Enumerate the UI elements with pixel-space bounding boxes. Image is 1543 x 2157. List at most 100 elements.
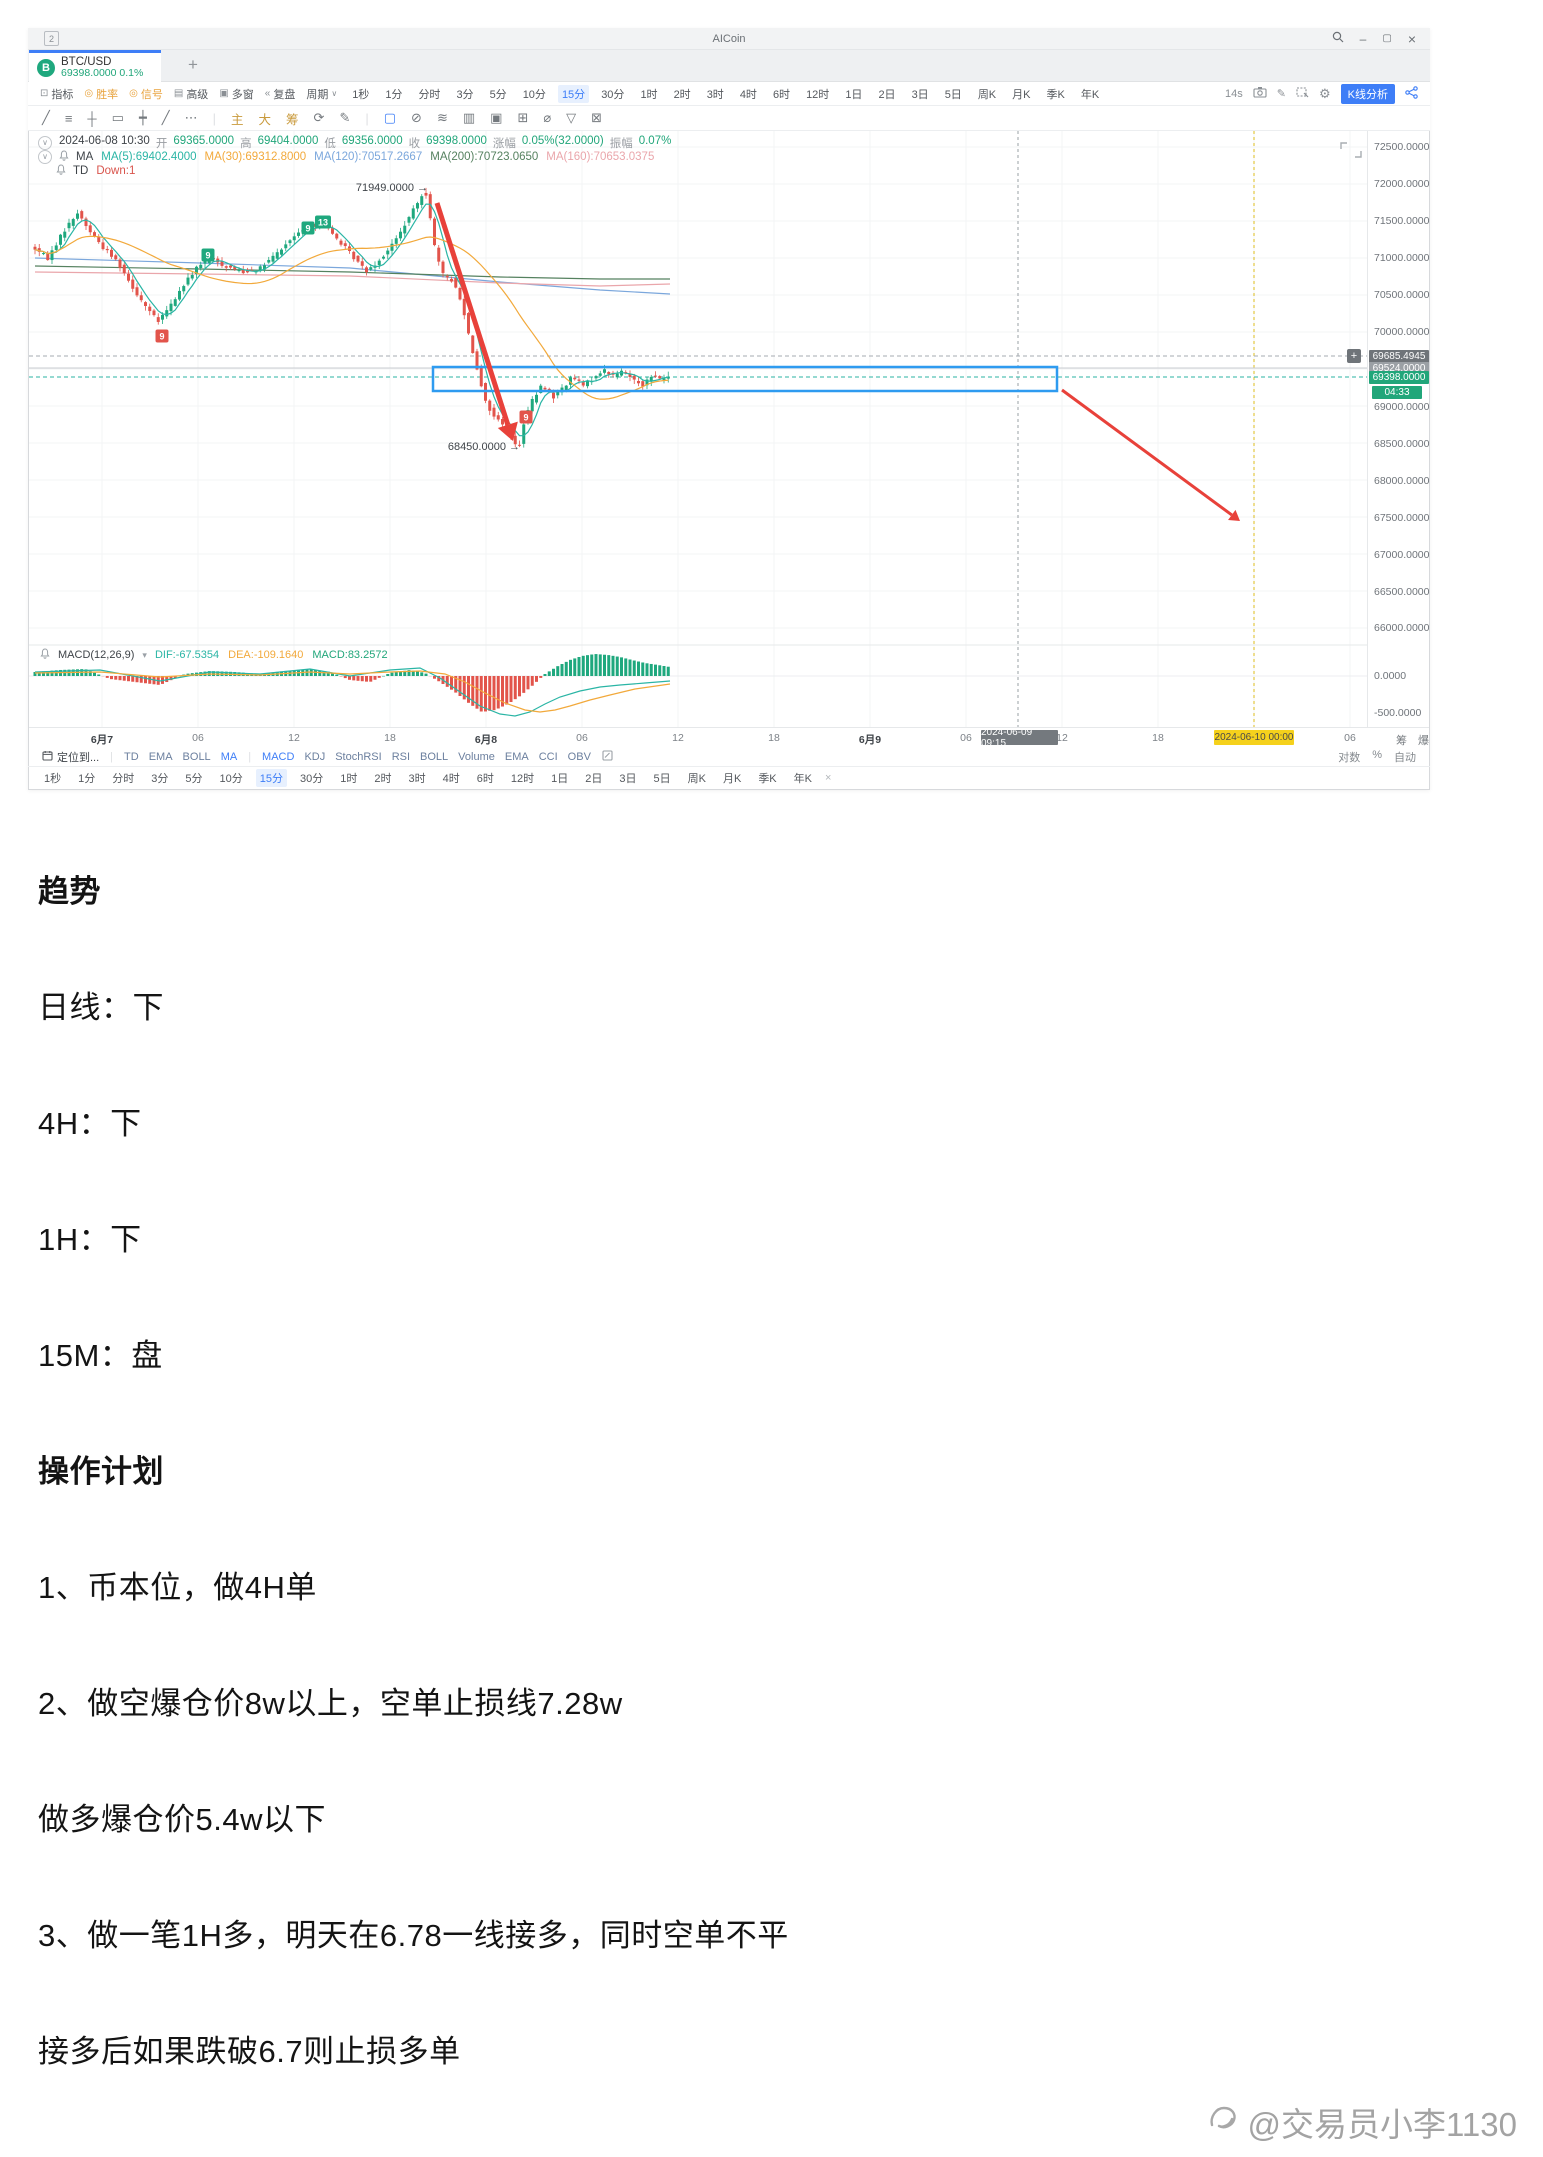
period-bottom-1秒[interactable]: 1秒 xyxy=(44,773,62,785)
period-top-6时[interactable]: 6时 xyxy=(772,88,791,101)
period-top-年K[interactable]: 年K xyxy=(1080,88,1100,101)
indicator-StochRSI[interactable]: StochRSI xyxy=(335,750,382,763)
candlestick-chart[interactable]: 9 9 9 13 9 71949.0000 → 68450.0000 → xyxy=(29,131,1367,727)
locate-button[interactable]: 定位到... xyxy=(42,749,99,765)
scale-option-对数[interactable]: 对数 xyxy=(1338,751,1361,764)
draw-tool-icon-4[interactable]: ┿ xyxy=(138,110,147,125)
toolbar-item-信号[interactable]: ◎ 信号 xyxy=(129,86,163,102)
draw-tool-icon-0[interactable]: ╱ xyxy=(42,110,50,125)
draw-icon[interactable]: ✎ xyxy=(1276,88,1286,100)
toolbar-item-周期[interactable]: 周期 ∨ xyxy=(306,86,337,102)
drawn-rectangle[interactable] xyxy=(431,365,1059,393)
collapse-chevron-icon[interactable]: ∨ xyxy=(38,149,52,164)
indicator-BOLL[interactable]: BOLL xyxy=(420,750,449,763)
draw-tool-icon-2[interactable]: ┼ xyxy=(87,110,97,126)
crosshair-plus-handle[interactable]: + xyxy=(1347,349,1361,363)
indicator-MACD[interactable]: MACD xyxy=(262,750,295,763)
tab-btcusd[interactable]: B BTC/USD 69398.0000 0.1% xyxy=(29,50,161,82)
draw-tool-icon-1[interactable]: ≡ xyxy=(64,110,73,126)
period-top-15分[interactable]: 15分 xyxy=(557,84,590,103)
indicator-Volume[interactable]: Volume xyxy=(458,750,495,763)
drawn-arrow-1[interactable] xyxy=(434,202,511,426)
period-bottom-3分[interactable]: 3分 xyxy=(151,773,169,785)
chevron-down-icon[interactable]: ▾ xyxy=(142,649,147,660)
draw-gold-2[interactable]: 筹 xyxy=(286,112,299,127)
period-top-5分[interactable]: 5分 xyxy=(489,88,507,101)
indicator-EMA[interactable]: EMA xyxy=(504,750,529,763)
draw-tool3-icon-3[interactable]: ▥ xyxy=(462,110,476,125)
period-top-3分[interactable]: 3分 xyxy=(456,88,474,101)
period-bottom-2日[interactable]: 2日 xyxy=(585,773,603,785)
period-bottom-1分[interactable]: 1分 xyxy=(78,773,96,785)
period-bottom-4时[interactable]: 4时 xyxy=(442,773,460,785)
draw-tool3-icon-0[interactable]: ▢ xyxy=(383,110,397,125)
edit-indicators-icon[interactable] xyxy=(602,749,613,764)
period-bottom-季K[interactable]: 季K xyxy=(758,773,777,785)
period-bottom-3时[interactable]: 3时 xyxy=(408,773,426,785)
period-top-30分[interactable]: 30分 xyxy=(601,88,625,101)
search-icon[interactable] xyxy=(1332,31,1344,46)
period-top-5日[interactable]: 5日 xyxy=(944,88,962,101)
toolbar-item-多窗[interactable]: ▣ 多窗 xyxy=(219,86,253,102)
drawn-arrow-2[interactable] xyxy=(1061,388,1233,517)
scale-option-自动[interactable]: 自动 xyxy=(1394,751,1416,764)
period-top-10分[interactable]: 10分 xyxy=(522,88,546,101)
draw-tool3-icon-7[interactable]: ▽ xyxy=(566,110,577,125)
alert-bell-icon[interactable] xyxy=(40,648,50,662)
indicator-CCI[interactable]: CCI xyxy=(538,750,558,763)
toolbar-item-胜率[interactable]: ◎ 胜率 xyxy=(84,86,118,102)
overlay-BOLL[interactable]: BOLL xyxy=(182,750,211,763)
draw-tool3-icon-1[interactable]: ⊘ xyxy=(411,110,422,125)
toolbar-item-高级[interactable]: ▤ 高级 xyxy=(174,86,208,102)
period-bottom-5日[interactable]: 5日 xyxy=(653,773,671,785)
expand-corner-icon[interactable] xyxy=(1340,142,1362,158)
period-top-周K[interactable]: 周K xyxy=(977,88,997,101)
axis-corner-option-筹[interactable]: 筹 xyxy=(1396,735,1407,747)
period-bottom-月K[interactable]: 月K xyxy=(722,773,742,785)
indicator-OBV[interactable]: OBV xyxy=(567,750,591,763)
period-top-1分[interactable]: 1分 xyxy=(385,88,403,101)
draw-tool-icon-6[interactable]: ⋯ xyxy=(184,110,198,125)
draw-tool3-icon-8[interactable]: ⊠ xyxy=(591,110,603,125)
period-top-2时[interactable]: 2时 xyxy=(673,88,691,101)
indicator-KDJ[interactable]: KDJ xyxy=(304,750,326,763)
period-bottom-15分[interactable]: 15分 xyxy=(255,769,287,787)
period-top-3日[interactable]: 3日 xyxy=(911,88,929,101)
collapse-chevron-icon[interactable]: ∨ xyxy=(38,135,52,150)
period-bottom-1时[interactable]: 1时 xyxy=(340,773,358,785)
draw-gold-1[interactable]: 大 xyxy=(258,112,272,127)
period-top-2日[interactable]: 2日 xyxy=(878,88,896,101)
period-bottom-3日[interactable]: 3日 xyxy=(619,773,637,785)
alert-bell-icon[interactable] xyxy=(56,163,66,178)
add-tab-button[interactable]: + xyxy=(188,55,198,74)
overlay-EMA[interactable]: EMA xyxy=(148,750,173,763)
period-top-分时[interactable]: 分时 xyxy=(418,88,441,101)
camera-icon[interactable] xyxy=(1253,86,1267,101)
period-top-3时[interactable]: 3时 xyxy=(706,88,724,101)
select-region-icon[interactable] xyxy=(1296,86,1309,101)
period-bottom-年K[interactable]: 年K xyxy=(793,773,812,785)
period-top-12时[interactable]: 12时 xyxy=(806,88,830,101)
draw-tool-icon-3[interactable]: ▭ xyxy=(111,110,124,125)
draw-tool3-icon-2[interactable]: ≋ xyxy=(436,110,448,125)
gear-icon[interactable]: ⚙ xyxy=(1319,85,1331,101)
kline-analysis-button[interactable]: K线分析 xyxy=(1340,83,1395,104)
draw-tool2-icon-0[interactable]: ⟳ xyxy=(313,110,325,125)
period-bottom-30分[interactable]: 30分 xyxy=(300,773,324,785)
close-period-bar-icon[interactable]: × xyxy=(825,772,832,784)
period-bottom-2时[interactable]: 2时 xyxy=(374,773,392,785)
period-bottom-12时[interactable]: 12时 xyxy=(510,773,535,785)
period-bottom-6时[interactable]: 6时 xyxy=(476,773,494,785)
toolbar-item-复盘[interactable]: «复盘 xyxy=(265,86,296,102)
overlay-MA[interactable]: MA xyxy=(220,750,238,763)
period-top-4时[interactable]: 4时 xyxy=(739,88,757,101)
period-top-1日[interactable]: 1日 xyxy=(845,88,863,101)
axis-corner-option-爆[interactable]: 爆 xyxy=(1418,735,1429,747)
period-top-月K[interactable]: 月K xyxy=(1012,88,1031,101)
alert-bell-icon[interactable] xyxy=(59,149,69,164)
toolbar-item-指标[interactable]: ⊡ 指标 xyxy=(40,86,73,102)
indicator-RSI[interactable]: RSI xyxy=(391,750,411,763)
draw-tool3-icon-4[interactable]: ▣ xyxy=(490,110,503,125)
period-bottom-10分[interactable]: 10分 xyxy=(219,773,243,785)
draw-tool2-icon-1[interactable]: ✎ xyxy=(339,110,351,125)
